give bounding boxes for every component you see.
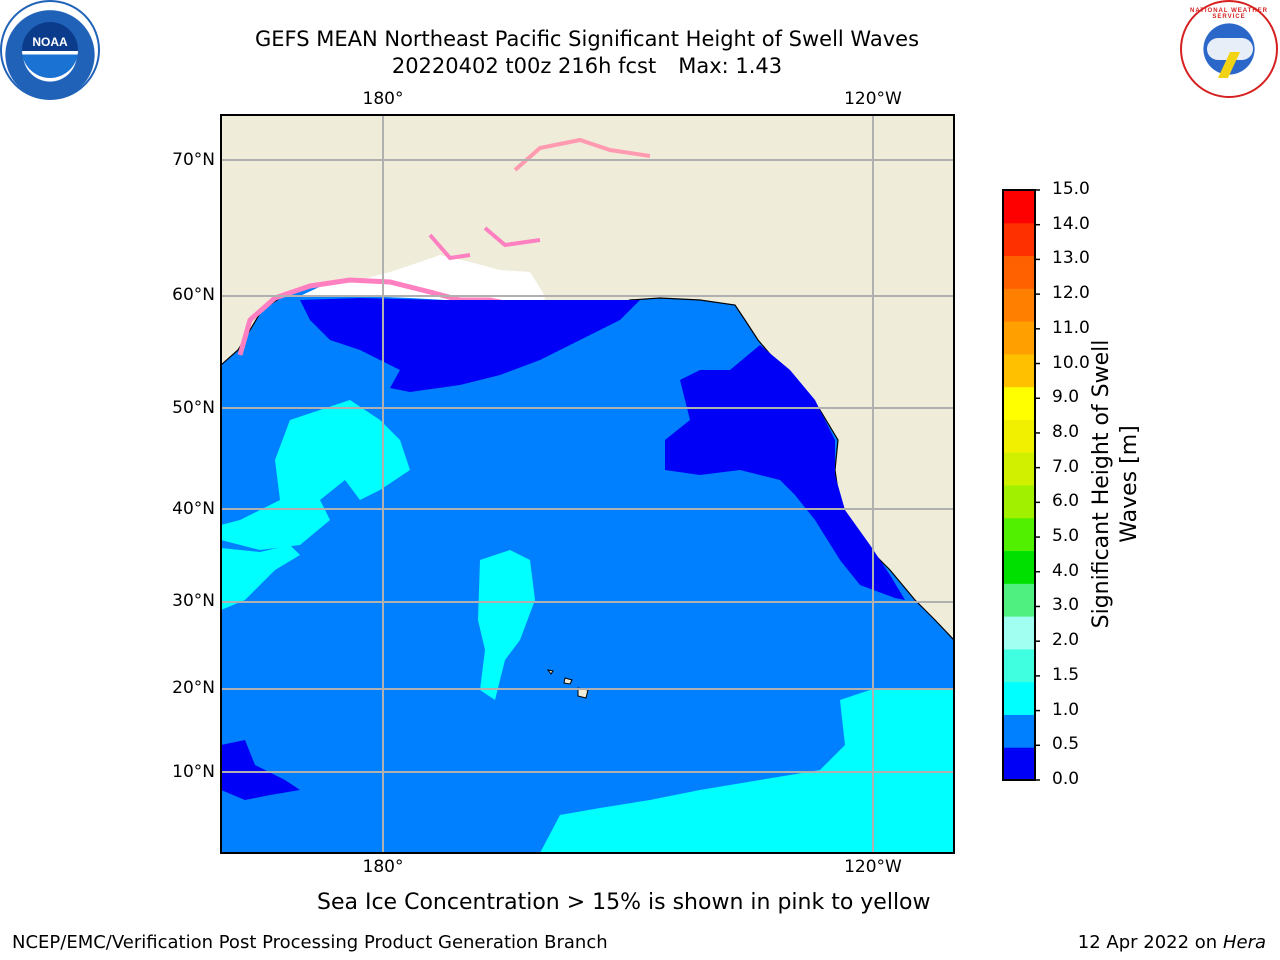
lat-tick-60n: 60°N (172, 285, 215, 305)
colorbar-tick-label: 9.0 (1052, 387, 1080, 408)
colorbar-tick-label: 0.0 (1052, 769, 1080, 789)
lat-tick-70n: 70°N (172, 150, 215, 170)
colorbar-segment (1003, 222, 1035, 257)
colorbar-tick-label: 7.0 (1052, 456, 1080, 477)
sea-ice-note: Sea Ice Concentration > 15% is shown in … (317, 890, 931, 915)
lat-tick-10n: 10°N (172, 762, 215, 782)
colorbar-segment (1003, 485, 1035, 519)
national-weather-service-logo: NATIONAL WEATHER SERVICE (1180, 0, 1278, 98)
colorbar-tick-label: 5.0 (1052, 526, 1080, 547)
colorbar-tick-label: 13.0 (1052, 248, 1090, 269)
footer-date: 12 Apr 2022 on (1077, 932, 1223, 953)
lat-tick-40n: 40°N (172, 499, 215, 519)
colorbar-tick-label: 3.0 (1052, 595, 1080, 616)
colorbar-segment (1003, 190, 1035, 224)
colorbar-frame (1002, 189, 1036, 781)
plot-title: GEFS MEAN Northeast Pacific Significant … (220, 26, 954, 80)
sea-ice-fringe-bering (428, 226, 541, 261)
cyan-west-2 (221, 545, 300, 610)
colorbar-segment (1003, 583, 1035, 617)
colorbar-segment (1003, 681, 1035, 715)
title-date: 20220402 t00z 216h fcst (391, 54, 657, 78)
gridlines (221, 115, 954, 853)
low-swell-southwest (221, 740, 300, 800)
lon-tick-bottom-180: 180° (362, 857, 404, 877)
footer-left: NCEP/EMC/Verification Post Processing Pr… (12, 932, 608, 953)
title-max: Max: 1.43 (678, 54, 783, 78)
colorbar-segment (1003, 714, 1035, 748)
lon-tick-top-120w: 120°W (844, 89, 902, 109)
lat-tick-30n: 30°N (172, 591, 215, 611)
cyan-southeast (540, 690, 954, 853)
colorbar-segment (1003, 747, 1035, 781)
colorbar-segment (1003, 255, 1035, 289)
colorbar-label-line-1: Significant Height of Swell (1089, 339, 1114, 629)
colorbar-tick-label: 2.0 (1052, 630, 1080, 651)
colorbar (1002, 189, 1040, 781)
title-line-1: GEFS MEAN Northeast Pacific Significant … (254, 27, 920, 51)
colorbar-tick-label: 14.0 (1052, 213, 1090, 234)
colorbar-tick-label: 8.0 (1052, 421, 1080, 442)
colorbar-segment (1003, 353, 1035, 388)
colorbar-tick-label: 11.0 (1052, 317, 1090, 338)
colorbar-segment (1003, 321, 1035, 355)
colorbar-label: Significant Height of Swell Waves [m] (1088, 340, 1144, 629)
colorbar-label-line-2: Waves [m] (1117, 425, 1142, 543)
map-frame (220, 114, 955, 854)
colorbar-segment (1003, 386, 1035, 420)
colorbar-segment (1003, 419, 1035, 453)
colorbar-tick-label: 0.5 (1052, 734, 1080, 755)
colorbar-segment (1003, 452, 1035, 486)
cyan-central (478, 550, 535, 700)
colorbar-tick-label: 1.5 (1052, 664, 1080, 685)
lat-tick-50n: 50°N (172, 398, 215, 418)
colorbar-segment (1003, 550, 1035, 584)
colorbar-tick-label: 10.0 (1052, 352, 1090, 373)
colorbar-segment (1003, 648, 1035, 683)
low-swell-gulf (300, 298, 640, 392)
cyan-west (221, 400, 410, 550)
colorbar-segment (1003, 616, 1035, 650)
colorbar-tick-label: 1.0 (1052, 699, 1080, 720)
colorbar-tick-label: 4.0 (1052, 560, 1080, 581)
noaa-logo: NOAA (0, 0, 100, 100)
colorbar-segment (1003, 288, 1035, 322)
colorbar-tick-label: 12.0 (1052, 283, 1090, 304)
footer-host: Hera (1222, 932, 1266, 953)
lon-tick-top-180: 180° (362, 89, 404, 109)
footer-right: 12 Apr 2022 on Hera (1078, 932, 1266, 953)
title-line-2: 20220402 t00z 216h fcst Max: 1.43 (220, 53, 954, 80)
lat-tick-20n: 20°N (172, 678, 215, 698)
colorbar-tick-label: 6.0 (1052, 491, 1080, 512)
colorbar-tick-label: 15.0 (1052, 179, 1090, 199)
colorbar-segment (1003, 517, 1035, 552)
lon-tick-bottom-120w: 120°W (844, 857, 902, 877)
sea-ice-fringe-north (513, 137, 651, 172)
